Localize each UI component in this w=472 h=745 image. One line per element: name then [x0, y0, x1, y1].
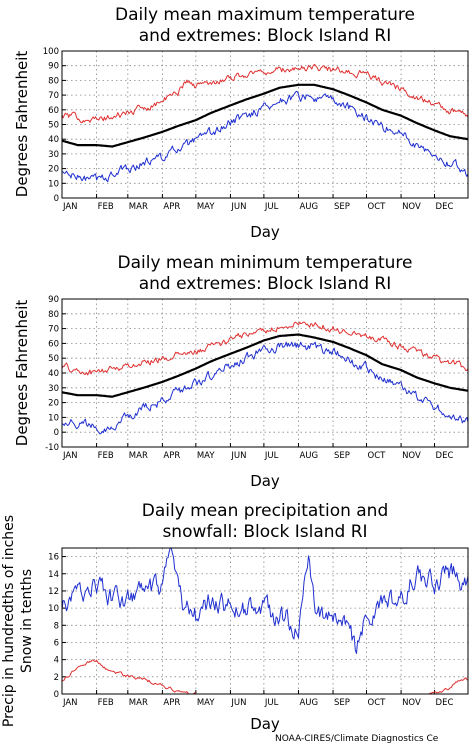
y-tick-label: 0	[54, 428, 59, 438]
month-tick-label: NOV	[402, 698, 421, 708]
month-tick-label: NOV	[402, 202, 421, 212]
chart2-ylabel: Degrees Fahrenheit	[13, 300, 31, 447]
chart1-plot: 0 10 20 30 40 50 60 70 80 90 100 JAN FEB MAR APR MAY JUN…	[43, 47, 469, 212]
series-mean-line	[61, 333, 469, 398]
y-tick-label: 30	[48, 150, 59, 160]
y-tick-label: 10	[48, 604, 59, 614]
chart3-title-line2: snowfall: Block Island RI	[162, 522, 367, 542]
month-tick-label: OCT	[368, 698, 387, 708]
chart2-title-line2: and extremes: Block Island RI	[139, 274, 392, 294]
month-tick-label: JUL	[264, 202, 279, 212]
chart1-title-line2: and extremes: Block Island RI	[139, 26, 392, 46]
month-tick-label: MAY	[197, 202, 215, 212]
y-tick-label: 70	[48, 325, 59, 335]
month-tick-label: APR	[163, 698, 180, 708]
month-tick-label: JUL	[264, 698, 279, 708]
series-high-extreme-line	[61, 321, 469, 376]
month-tick-label: MAR	[129, 202, 148, 212]
month-tick-label: MAR	[129, 451, 148, 461]
y-tick-label: 12	[48, 587, 59, 597]
month-tick-label: JAN	[62, 202, 78, 212]
y-tick-label: 90	[48, 62, 59, 72]
plot-frame	[61, 298, 469, 448]
month-tick-label: DEC	[436, 202, 454, 212]
month-tick-label: AUG	[299, 451, 318, 461]
month-tick-label: DEC	[436, 698, 454, 708]
y-tick-label: 60	[48, 106, 59, 116]
month-tick-label: APR	[163, 202, 180, 212]
chart1-xlabel: Day	[250, 223, 280, 241]
y-tick-label: 2	[54, 673, 59, 683]
series-mean-line	[61, 83, 469, 148]
month-tick-label: JUN	[230, 451, 246, 461]
y-tick-label: 50	[48, 121, 59, 131]
chart3-title-line1: Daily mean precipitation and	[142, 501, 389, 521]
y-tick-label: 100	[43, 47, 59, 57]
month-tick-label: AUG	[299, 698, 318, 708]
y-tick-label: 16	[48, 553, 59, 563]
y-tick-label: 20	[48, 165, 59, 175]
month-tick-label: APR	[163, 451, 180, 461]
y-tick-label: 0	[54, 690, 59, 700]
month-tick-label: MAY	[197, 451, 215, 461]
y-tick-label: 4	[54, 656, 59, 666]
month-tick-label: FEB	[98, 202, 114, 212]
month-tick-label: JUN	[230, 202, 246, 212]
chart3-ylabel-line1: Precip in hundredths of inches	[1, 515, 17, 727]
y-tick-label: 8	[54, 621, 59, 631]
plot-frame	[61, 547, 469, 695]
y-tick-label: 40	[48, 135, 59, 145]
y-tick-label: -10	[45, 443, 59, 453]
month-tick-label: SEP	[334, 451, 350, 461]
month-tick-label: JUN	[230, 698, 246, 708]
y-tick-label: 90	[48, 295, 59, 305]
y-tick-label: 10	[48, 179, 59, 189]
month-tick-label: JAN	[62, 698, 78, 708]
y-tick-label: 20	[48, 399, 59, 409]
month-tick-label: MAR	[129, 698, 148, 708]
chart3-xlabel: Day	[250, 715, 280, 733]
chart2-title-line1: Daily mean minimum temperature	[118, 253, 413, 273]
y-tick-label: 80	[48, 310, 59, 320]
series-high-extreme-line	[61, 64, 469, 124]
y-tick-label: 0	[54, 194, 59, 204]
y-tick-label: 80	[48, 76, 59, 86]
month-tick-label: JUL	[264, 451, 279, 461]
series-low-extreme-line	[61, 341, 469, 435]
y-tick-label: 30	[48, 384, 59, 394]
month-tick-label: MAY	[197, 698, 215, 708]
month-tick-label: OCT	[368, 202, 387, 212]
month-tick-label: SEP	[334, 202, 350, 212]
month-tick-label: SEP	[334, 698, 350, 708]
y-tick-label: 40	[48, 369, 59, 379]
month-tick-label: DEC	[436, 451, 454, 461]
chart1-title-line1: Daily mean maximum temperature	[115, 5, 415, 25]
y-tick-label: 60	[48, 339, 59, 349]
chart3-plot: 0 2 4 6 8 10 12 14 16 JAN FEB MAR APR MAY JUN JUL AUG SEP…	[48, 547, 469, 708]
month-tick-label: FEB	[98, 698, 114, 708]
chart1-ylabel: Degrees Fahrenheit	[13, 51, 31, 198]
y-tick-label: 14	[48, 570, 59, 580]
chart2-xlabel: Day	[250, 472, 280, 490]
credit-text: NOAA-CIRES/Climate Diagnostics Ce	[275, 734, 439, 744]
month-tick-label: JAN	[62, 451, 78, 461]
chart3-ylabel-line2: Snow in tenths	[19, 569, 35, 673]
y-tick-label: 10	[48, 413, 59, 423]
plot-frame	[61, 50, 469, 199]
y-tick-label: 6	[54, 638, 59, 648]
series-precip-line	[61, 547, 469, 654]
month-tick-label: OCT	[368, 451, 387, 461]
month-tick-label: AUG	[299, 202, 318, 212]
month-tick-label: NOV	[402, 451, 421, 461]
y-tick-label: 70	[48, 91, 59, 101]
y-tick-label: 50	[48, 354, 59, 364]
chart2-plot: -10 0 10 20 30 40 50 60 70 80 90 JAN FEB MAR APR MAY JUN…	[45, 295, 469, 461]
month-tick-label: FEB	[98, 451, 114, 461]
series-low-extreme-line	[62, 90, 469, 183]
